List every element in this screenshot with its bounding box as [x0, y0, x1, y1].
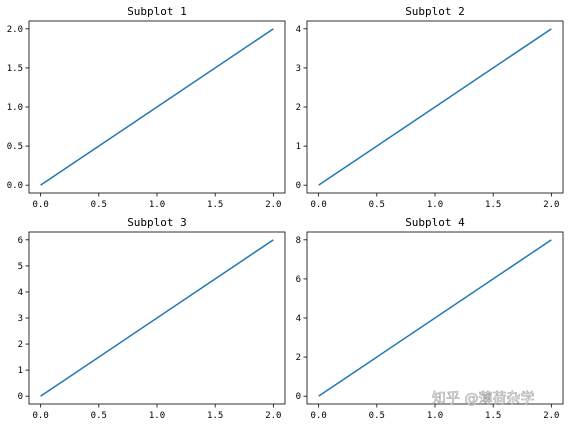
- subplot-4-ytick-label: 4: [296, 314, 301, 324]
- subplot-3-xtick-label: 0.5: [91, 411, 107, 421]
- subplot-2-xtick-label: 1.0: [427, 200, 443, 210]
- subplot-4-xtick-label: 0.5: [369, 411, 385, 421]
- subplot-3-ytick-label: 2: [18, 340, 23, 350]
- subplot-4-xtick-label: 0.0: [311, 411, 327, 421]
- subplot-3: Subplot 3 0.0 0.5 1.0 1.5 2.0 0 1 2 3 4 5 6: [18, 216, 286, 421]
- subplot-3-xtick-label: 1.5: [207, 411, 223, 421]
- subplot-4-line: [318, 239, 552, 397]
- subplot-4-xtick-label: 1.0: [427, 411, 443, 421]
- subplot-2-ytick-label: 2: [296, 103, 301, 113]
- subplot-3-ytick-label: 6: [18, 236, 23, 246]
- subplot-2-title: Subplot 2: [405, 5, 465, 18]
- subplot-4-xtick-label: 2.0: [543, 411, 559, 421]
- subplot-1-xtick-label: 0.5: [91, 200, 107, 210]
- subplot-4-title: Subplot 4: [405, 216, 465, 229]
- subplot-3-ytick-label: 5: [18, 262, 23, 272]
- subplot-3-xtick-label: 1.0: [149, 411, 165, 421]
- subplot-1-ytick-label: 0.5: [7, 142, 23, 152]
- subplot-3-line: [40, 239, 274, 397]
- subplot-3-xtick-label: 0.0: [33, 411, 49, 421]
- subplot-1-xtick-label: 1.5: [207, 200, 223, 210]
- subplot-2-ytick-label: 1: [296, 142, 301, 152]
- subplot-4: Subplot 4 0.0 0.5 1.0 1.5 2.0 0 2 4 6 8: [296, 216, 564, 421]
- subplot-1-ytick-label: 2.0: [7, 25, 23, 35]
- subplot-1-ytick-label: 0.0: [7, 181, 23, 191]
- watermark: 知乎 @薄荷杂学: [432, 390, 534, 407]
- subplot-3-title: Subplot 3: [127, 216, 187, 229]
- subplot-2-xtick-label: 0.5: [369, 200, 385, 210]
- subplot-1-xtick-label: 2.0: [265, 200, 281, 210]
- subplot-4-ytick-label: 8: [296, 236, 301, 246]
- subplot-2-xtick-label: 0.0: [311, 200, 327, 210]
- subplot-1-ytick-label: 1.0: [7, 103, 23, 113]
- subplot-1-line: [40, 28, 274, 186]
- subplot-1-ytick-label: 1.5: [7, 64, 23, 74]
- subplot-2-xtick-label: 1.5: [485, 200, 501, 210]
- subplot-4-xtick-label: 1.5: [485, 411, 501, 421]
- subplot-2-ytick-label: 0: [296, 181, 301, 191]
- subplot-4-ytick-label: 0: [296, 392, 301, 402]
- subplot-1-title: Subplot 1: [127, 5, 187, 18]
- subplot-2-line: [318, 28, 552, 186]
- subplot-1: Subplot 1 0.0 0.5 1.0 1.5 2.0 0.0 0.5 1.0 1.5 2.0: [7, 5, 286, 210]
- subplot-3-xtick-label: 2.0: [265, 411, 281, 421]
- subplot-2: Subplot 2 0.0 0.5 1.0 1.5 2.0 0 1 2 3 4: [296, 5, 564, 210]
- subplot-3-ytick-label: 1: [18, 366, 23, 376]
- subplot-1-xtick-label: 0.0: [33, 200, 49, 210]
- subplot-3-ytick-label: 0: [18, 392, 23, 402]
- subplot-3-ytick-label: 4: [18, 288, 23, 298]
- subplot-1-xtick-label: 1.0: [149, 200, 165, 210]
- subplot-3-ytick-label: 3: [18, 314, 23, 324]
- subplots: Subplot 10.0 0.5 1.0 1.5 2.00.00.51.01.52.0S…: [7, 5, 564, 421]
- subplot-2-ytick-label: 4: [296, 25, 301, 35]
- subplot-2-xtick-label: 2.0: [543, 200, 559, 210]
- subplot-4-ytick-label: 6: [296, 275, 301, 285]
- subplot-4-ytick-label: 2: [296, 353, 301, 363]
- subplot-2-ytick-label: 3: [296, 64, 301, 74]
